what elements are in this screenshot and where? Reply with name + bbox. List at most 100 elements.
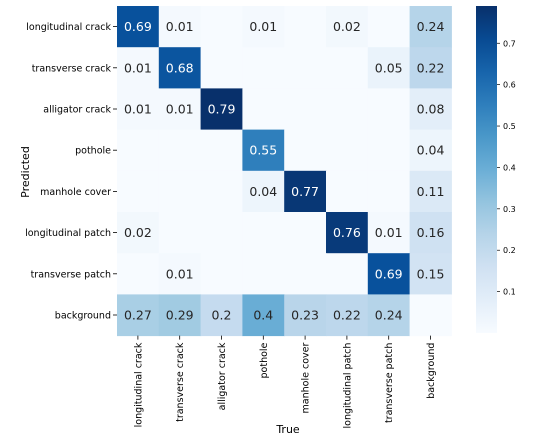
cell-value-label: 0.68 [166,60,194,75]
x-tick-label: manhole cover [301,343,312,414]
cell-value-label: 0.24 [375,308,403,323]
heatmap-cell [117,6,160,48]
cell-value-label: 0.01 [166,102,194,117]
cell-value-label: 0.77 [291,184,319,199]
y-tick-label: background [55,311,111,322]
heatmap-cell [284,212,327,254]
heatmap-cell [117,170,160,213]
x-tick-label: longitudinal crack [133,342,144,427]
colorbar-gradient [476,6,497,333]
heatmap-cell [409,170,452,213]
cell-value-label: 0.08 [417,102,445,117]
y-tick-label: longitudinal crack [26,22,111,33]
cell-value-label: 0.69 [124,19,152,34]
cell-value-label: 0.76 [333,225,361,240]
cell-value-label: 0.79 [208,102,236,117]
heatmap-cell [242,253,285,295]
heatmap-cell [409,6,452,48]
heatmap-cell [117,47,160,89]
heatmap-cell [284,129,327,172]
y-tick-label: pothole [75,146,111,157]
x-tick-label: transverse crack [175,342,186,422]
heatmap-cell [409,88,452,131]
cell-value-label: 0.55 [249,143,277,158]
heatmap-cell [242,88,285,131]
heatmap-cell [326,170,369,213]
heatmap-cell [242,129,285,172]
cell-value-label: 0.16 [417,225,445,240]
colorbar-tick-label: 0.2 [503,246,516,255]
heatmap-cell [284,253,327,295]
cell-value-label: 0.01 [166,266,194,281]
cell-value-label: 0.01 [249,19,277,34]
cell-value-label: 0.22 [333,308,361,323]
heatmap-cell [117,253,160,295]
cell-value-label: 0.04 [249,184,277,199]
heatmap-cell [326,253,369,295]
heatmap-cell [326,129,369,172]
cell-value-label: 0.01 [124,102,152,117]
heatmap-cell [367,47,411,89]
colorbar-ticks: 0.1 0.2 0.3 0.4 0.5 0.6 0.7 [497,39,516,297]
x-axis-ticks: longitudinal crack transverse crack alliga… [133,335,437,429]
colorbar-tick-label: 0.6 [503,81,516,90]
x-axis-label: True [275,423,300,436]
colorbar-tick-label: 0.3 [503,205,516,214]
x-tick-label: transverse patch [384,343,395,423]
heatmap-cell [367,88,411,131]
heatmap-cell [409,294,452,337]
colorbar: 0.1 0.2 0.3 0.4 0.5 0.6 0.7 [476,6,516,333]
heatmap-cell [200,212,243,254]
cell-value-label: 0.04 [417,143,445,158]
heatmap-cell [284,170,327,213]
y-axis-label: Predicted [19,146,32,198]
heatmap-cells [117,6,452,337]
heatmap-cell [158,170,202,213]
heatmap-cell [409,47,452,89]
heatmap-cell [117,88,160,131]
heatmap-cell [158,294,202,337]
cell-value-label: 0.01 [124,60,152,75]
cell-value-label: 0.02 [124,225,152,240]
y-tick-label: transverse crack [32,63,112,74]
cell-value-label: 0.01 [166,19,194,34]
heatmap-cell [200,253,243,295]
x-tick-label: background [426,343,437,399]
cell-value-label: 0.01 [375,225,403,240]
cell-value-label: 0.23 [291,308,319,323]
heatmap-cell [200,170,243,213]
cell-value-label: 0.22 [417,60,445,75]
colorbar-tick-label: 0.4 [503,163,516,172]
heatmap-cell [242,47,285,89]
heatmap-cell [242,294,285,337]
heatmap-cell [242,170,285,213]
heatmap-cell [117,294,160,337]
y-tick-label: alligator crack [43,105,111,116]
heatmap-cell [158,212,202,254]
heatmap-cell [242,212,285,254]
cell-value-label: 0.05 [375,60,403,75]
heatmap-cell [200,129,243,172]
heatmap-cell [158,88,202,131]
cell-value-label: 0.4 [253,308,273,323]
heatmap-cell [200,6,243,48]
cell-value-label: 0.69 [375,266,403,281]
x-tick-label: alligator crack [217,342,228,410]
x-tick-label: longitudinal patch [342,343,353,429]
heatmap-cell [409,253,452,295]
heatmap-cell [367,129,411,172]
heatmap-cell [367,212,411,254]
heatmap-cell [242,6,285,48]
heatmap-cell [409,129,452,172]
heatmap-cell [284,88,327,131]
heatmap-cell [326,212,369,254]
heatmap-cell [367,6,411,48]
cell-value-label: 0.02 [333,19,361,34]
heatmap-cell [158,253,202,295]
heatmap-cell [158,129,202,172]
heatmap-cell [117,212,160,254]
x-tick-label: pothole [259,342,270,378]
cell-value-label: 0.2 [212,308,232,323]
cell-value-label: 0.11 [417,184,445,199]
colorbar-tick-label: 0.1 [503,288,516,297]
